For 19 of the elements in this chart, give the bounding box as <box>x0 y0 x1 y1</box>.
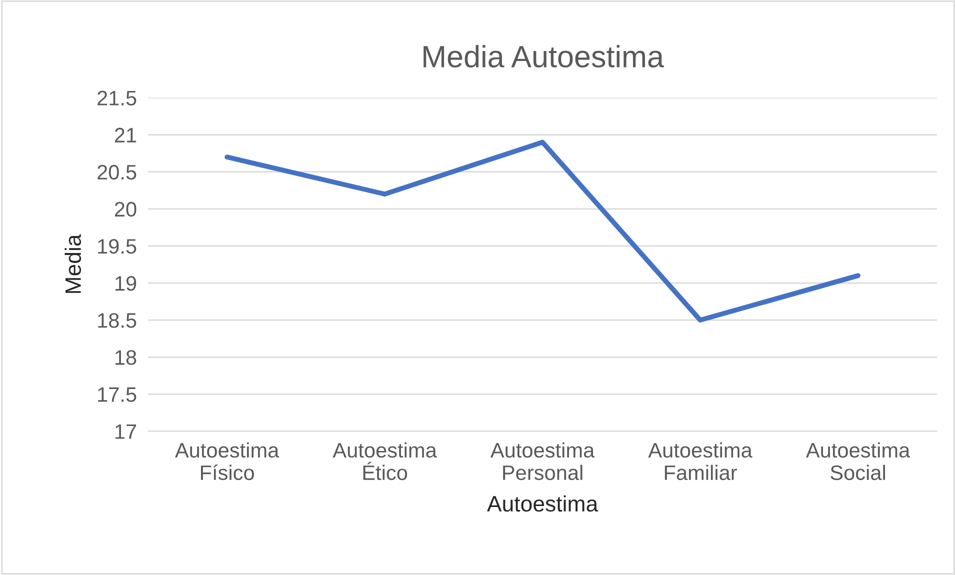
y-tick-label: 19 <box>115 276 136 291</box>
y-tick-label: 18 <box>115 350 136 365</box>
x-tick-label: Autoestima Personal <box>490 442 595 480</box>
x-tick-label: Autoestima Ético <box>332 442 437 480</box>
y-tick-label: 21.5 <box>98 90 136 106</box>
x-axis-title: Autoestima <box>486 495 598 512</box>
line-series <box>224 140 860 323</box>
x-tick-label: Autoestima Físico <box>174 442 280 480</box>
y-tick-label: 17 <box>115 424 136 439</box>
y-tick-label: 20 <box>114 202 136 217</box>
y-tick-label: 17.5 <box>98 387 136 402</box>
y-tick-label: 18.5 <box>98 313 136 328</box>
chart-title: Media Autoestima <box>424 45 664 68</box>
y-tick-label: 21 <box>114 128 136 142</box>
x-tick-label: Autoestima Social <box>806 442 910 480</box>
y-axis-title: Media <box>64 234 82 293</box>
y-tick-label: 19.5 <box>98 238 136 254</box>
x-tick-label: Autoestima Familiar <box>648 442 752 480</box>
y-tick-label: 20.5 <box>98 164 136 180</box>
